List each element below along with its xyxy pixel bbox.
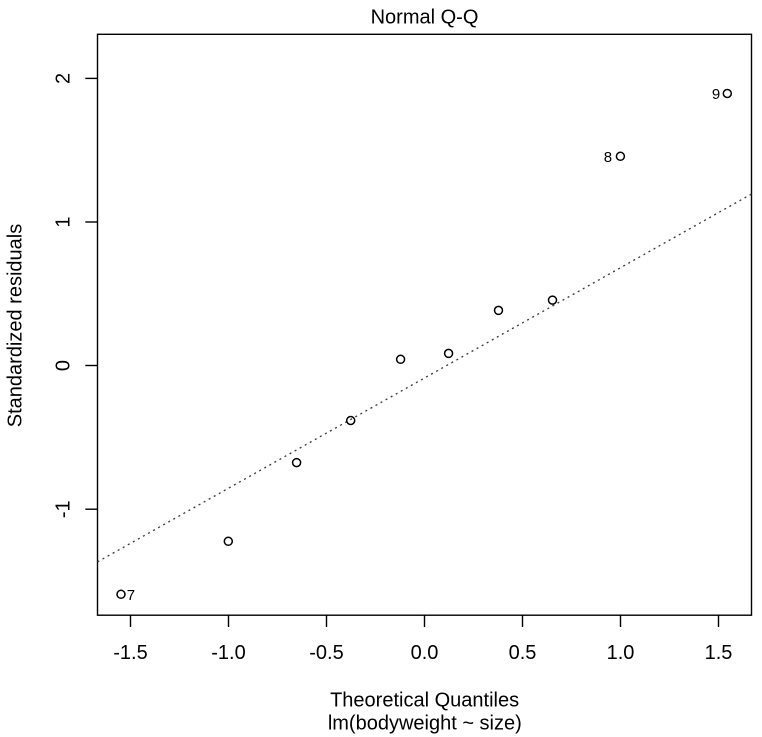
svg-text:0: 0 [52,360,74,371]
svg-text:0.5: 0.5 [509,642,537,664]
svg-text:-0.5: -0.5 [309,642,343,664]
svg-text:Normal Q-Q: Normal Q-Q [371,7,479,29]
svg-text:9: 9 [712,86,720,103]
svg-text:1.5: 1.5 [705,642,733,664]
svg-text:8: 8 [604,149,612,166]
svg-text:-1.0: -1.0 [211,642,245,664]
svg-text:2: 2 [52,73,74,84]
svg-text:-1: -1 [52,500,74,518]
svg-text:lm(bodyweight ~ size): lm(bodyweight ~ size) [328,713,522,735]
svg-text:7: 7 [127,587,135,604]
svg-text:Theoretical Quantiles: Theoretical Quantiles [330,690,519,712]
svg-text:1: 1 [52,216,74,227]
svg-text:Standardized residuals: Standardized residuals [5,224,27,427]
svg-text:-1.5: -1.5 [113,642,147,664]
svg-text:1.0: 1.0 [607,642,635,664]
svg-text:0.0: 0.0 [411,642,439,664]
